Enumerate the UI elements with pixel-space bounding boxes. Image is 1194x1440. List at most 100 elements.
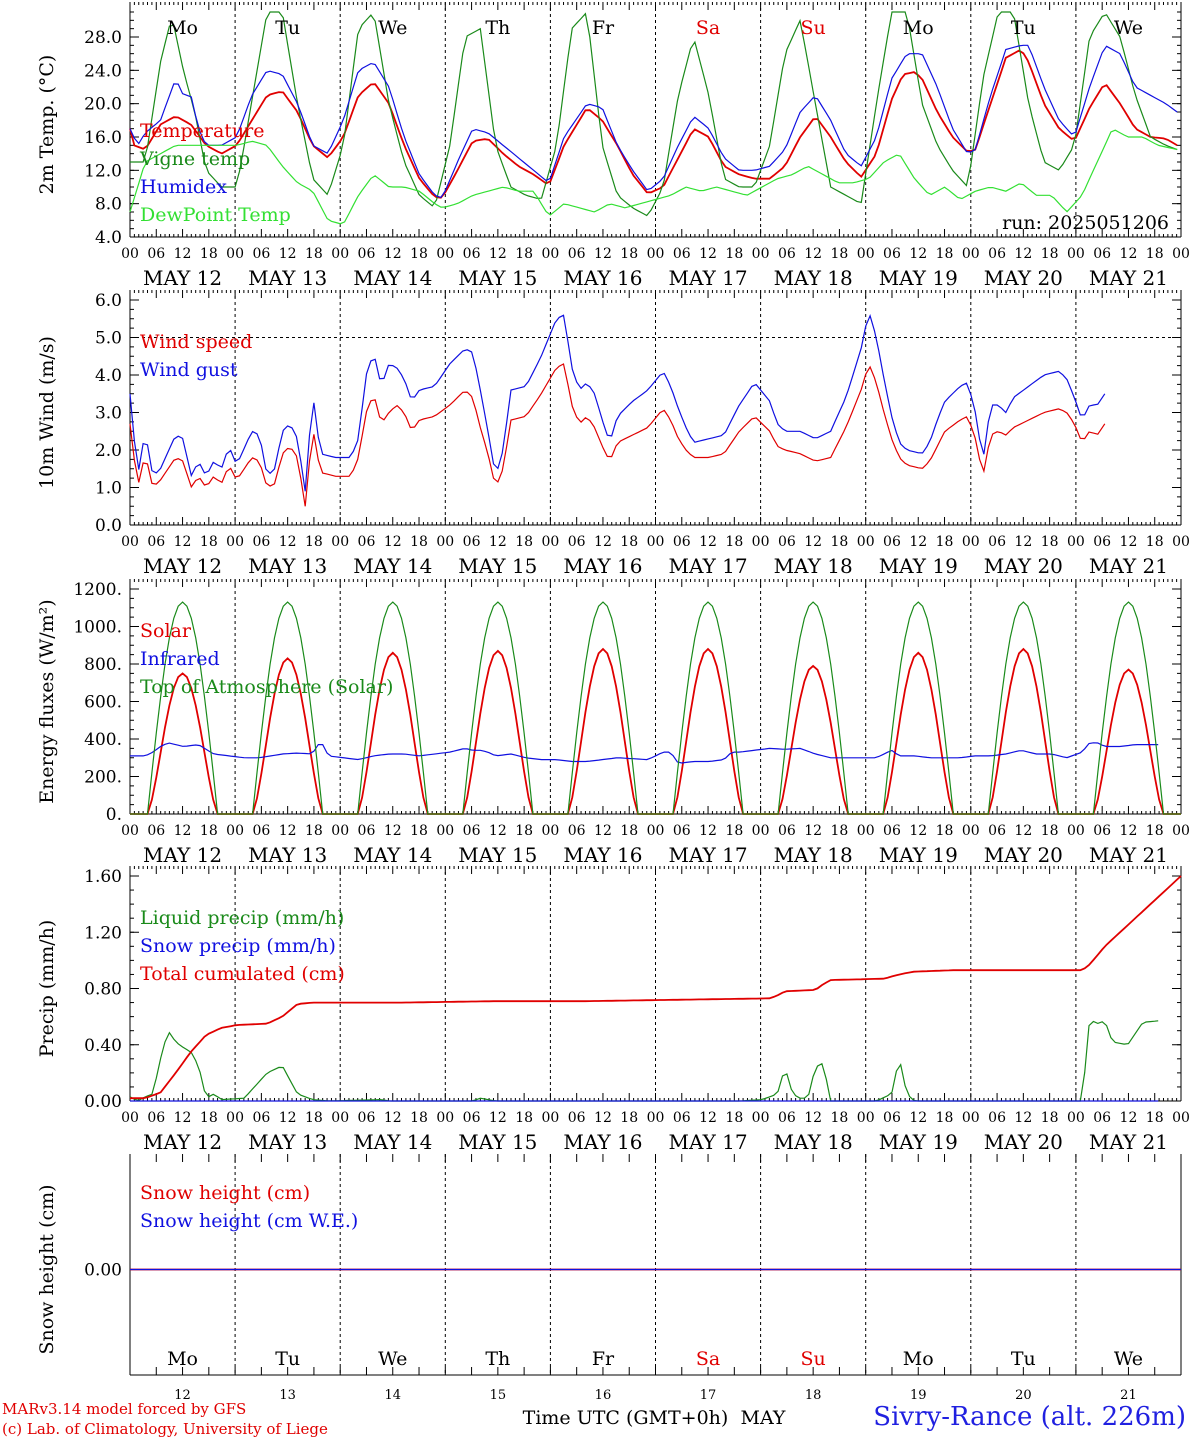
- hour-tick-label: 00: [226, 534, 244, 550]
- y-tick-label: 24.0: [84, 61, 122, 81]
- hour-tick-label: 18: [936, 246, 954, 262]
- hour-tick-label: 00: [226, 1110, 244, 1126]
- day-name-label: Fr: [592, 1348, 615, 1370]
- hour-tick-label: 00: [752, 1110, 770, 1126]
- date-label: MAY 16: [563, 843, 642, 867]
- day-number-label: 21: [1120, 1388, 1137, 1403]
- day-name-label: Tu: [1011, 17, 1036, 39]
- hour-tick-label: 18: [936, 823, 954, 839]
- date-label: MAY 12: [143, 843, 222, 867]
- hour-tick-label: 12: [489, 823, 507, 839]
- hour-tick-label: 06: [147, 823, 165, 839]
- hour-tick-label: 18: [200, 534, 218, 550]
- legend-entry: Infrared: [140, 648, 220, 670]
- legend-entry: Wind gust: [140, 359, 238, 381]
- hour-tick-label: 06: [988, 823, 1006, 839]
- legend-entry: Total cumulated (cm): [140, 963, 345, 985]
- hour-tick-label: 06: [883, 534, 901, 550]
- date-label: MAY 12: [143, 554, 222, 578]
- hour-tick-label: 00: [331, 823, 349, 839]
- hour-tick-label: 18: [515, 1110, 533, 1126]
- hour-tick-label: 00: [962, 534, 980, 550]
- hour-tick-label: 06: [778, 823, 796, 839]
- panel-3: 0. 200. 400. 600. 800. 1000. 1200. Energy fluxe…: [36, 579, 1190, 867]
- legend-entry: Top of Atmosphere (Solar): [140, 676, 393, 698]
- y-axis-label: 2m Temp. (°C): [36, 55, 58, 195]
- hour-tick-label: 06: [147, 246, 165, 262]
- hour-tick-label: 00: [541, 246, 559, 262]
- hour-tick-label: 00: [962, 823, 980, 839]
- hour-tick-label: 06: [463, 823, 481, 839]
- date-label: MAY 17: [668, 554, 747, 578]
- hour-tick-label: 00: [962, 246, 980, 262]
- hour-tick-label: 00: [647, 1110, 665, 1126]
- date-label: MAY 20: [984, 843, 1063, 867]
- date-label: MAY 20: [984, 1130, 1063, 1154]
- hour-tick-label: 12: [1014, 246, 1032, 262]
- series-line-wind-gust: [129, 314, 1106, 492]
- hour-tick-label: 18: [725, 1110, 743, 1126]
- hour-tick-label: 18: [305, 823, 323, 839]
- hour-tick-label: 18: [410, 1110, 428, 1126]
- hour-tick-label: 00: [1172, 1110, 1190, 1126]
- day-number-label: 19: [910, 1388, 927, 1403]
- panel-1: 4.0 8.0 12.0 16.0 20.0 24.0 28.0 2m Temp. (°C) T…: [36, 2, 1190, 290]
- day-name-label: Mo: [903, 1348, 934, 1370]
- hour-tick-label: 18: [1146, 246, 1164, 262]
- series-line-total-cumulated-cm-: [130, 875, 1182, 1100]
- hour-tick-label: 00: [647, 534, 665, 550]
- hour-tick-label: 00: [752, 534, 770, 550]
- hour-tick-label: 06: [147, 1110, 165, 1126]
- day-name-label: Tu: [1011, 1348, 1036, 1370]
- hour-tick-label: 12: [909, 246, 927, 262]
- hour-tick-label: 18: [936, 534, 954, 550]
- hour-tick-label: 00: [226, 246, 244, 262]
- hour-tick-label: 12: [594, 1110, 612, 1126]
- hour-tick-label: 00: [331, 246, 349, 262]
- hour-tick-label: 00: [541, 534, 559, 550]
- hour-tick-label: 00: [436, 246, 454, 262]
- date-label: MAY 13: [248, 1130, 327, 1154]
- hour-tick-label: 06: [568, 246, 586, 262]
- hour-tick-label: 12: [489, 246, 507, 262]
- hour-tick-label: 12: [594, 534, 612, 550]
- hour-tick-label: 12: [174, 246, 192, 262]
- hour-tick-label: 00: [962, 1110, 980, 1126]
- legend-entry: Wind speed: [140, 331, 252, 353]
- hour-tick-label: 12: [909, 823, 927, 839]
- hour-tick-label: 12: [1120, 1110, 1138, 1126]
- date-label: MAY 12: [143, 1130, 222, 1154]
- date-label: MAY 13: [248, 266, 327, 290]
- date-label: MAY 17: [668, 1130, 747, 1154]
- day-name-label: We: [1114, 17, 1143, 39]
- run-label: run: 2025051206: [1002, 212, 1169, 234]
- hour-tick-label: 12: [279, 1110, 297, 1126]
- hour-tick-label: 06: [883, 1110, 901, 1126]
- day-name-label: We: [378, 17, 407, 39]
- y-axis-label: Precip (mm/h): [36, 920, 58, 1058]
- hour-tick-label: 18: [515, 246, 533, 262]
- date-label: MAY 20: [984, 554, 1063, 578]
- hour-tick-label: 18: [410, 534, 428, 550]
- hour-tick-label: 12: [594, 246, 612, 262]
- hour-tick-label: 00: [1172, 246, 1190, 262]
- hour-tick-label: 06: [358, 534, 376, 550]
- y-tick-label: 0.00: [84, 1092, 122, 1112]
- model-credit: MARv3.14 model forced by GFS: [2, 1400, 247, 1418]
- day-name-label: Tu: [275, 17, 300, 39]
- day-number-label: 18: [805, 1388, 822, 1403]
- legend-entry: Snow height (cm): [140, 1182, 310, 1204]
- hour-tick-label: 00: [752, 246, 770, 262]
- x-axis-month: MAY: [741, 1407, 786, 1429]
- hour-tick-label: 12: [174, 823, 192, 839]
- hour-tick-label: 12: [384, 534, 402, 550]
- hour-tick-label: 12: [804, 1110, 822, 1126]
- hour-tick-label: 06: [463, 246, 481, 262]
- series-line-infrared: [130, 742, 1159, 764]
- hour-tick-label: 00: [226, 823, 244, 839]
- hour-tick-label: 18: [515, 534, 533, 550]
- lab-credit: (c) Lab. of Climatology, University of L…: [2, 1420, 328, 1438]
- date-label: MAY 16: [563, 1130, 642, 1154]
- y-tick-label: 12.0: [84, 161, 122, 181]
